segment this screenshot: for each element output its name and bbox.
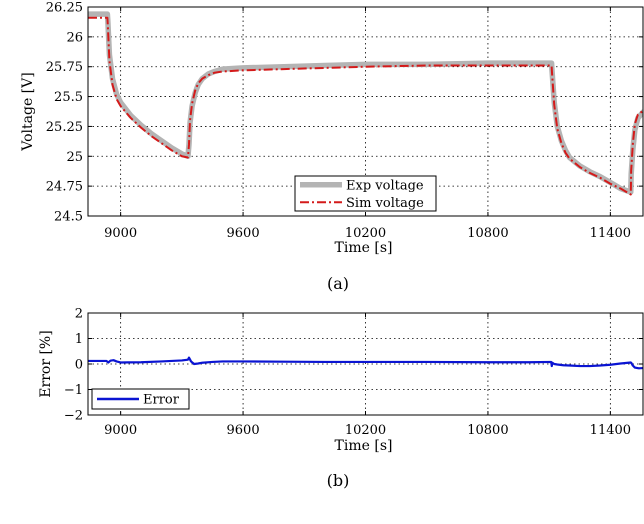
x-tick-label: 11400 [590, 423, 631, 438]
series-line-sim-voltage [88, 16, 643, 196]
y-axis-label: Error [%] [38, 330, 54, 397]
y-tick-label: 24.5 [54, 210, 83, 225]
x-tick-label: 10800 [467, 226, 508, 241]
y-axis-label: Voltage [V] [20, 72, 36, 151]
x-tick-label: 11400 [590, 226, 631, 241]
panel-b: 9000 9600 10200 10800 11400 −2 −1 0 1 2 Time [s] Er… [38, 307, 644, 490]
panel-a: 9000 9600 10200 10800 11400 24.5 24.75 25 25.25 2… [20, 1, 644, 293]
x-tick-label: 9600 [227, 423, 260, 438]
legend-label: Error [143, 393, 180, 408]
x-axis-label: Time [s] [335, 240, 393, 256]
y-tick-label: 1 [75, 332, 83, 347]
x-tick-label: 10200 [345, 423, 386, 438]
legend-box [91, 388, 190, 410]
legend: Error [91, 388, 190, 410]
legend-label: Sim voltage [346, 196, 424, 211]
x-tick-label: 10200 [345, 226, 386, 241]
x-tick-label: 9000 [104, 423, 137, 438]
y-tick-label: −1 [64, 383, 83, 398]
y-tick-label: −2 [64, 409, 83, 424]
y-tick-label: 25.5 [54, 90, 83, 105]
series-line-error [88, 356, 643, 370]
legend-box [294, 175, 437, 212]
series-line-exp-voltage [88, 11, 643, 195]
y-tick-label: 25.25 [46, 120, 83, 135]
y-tick-label: 24.75 [46, 180, 83, 195]
x-tick-label: 9000 [104, 226, 137, 241]
x-tick-label: 10800 [467, 423, 508, 438]
y-tick-label: 25.75 [46, 60, 83, 75]
y-tick-label: 26.25 [46, 1, 83, 16]
legend-label: Exp voltage [346, 178, 424, 193]
panel-caption: (b) [327, 471, 350, 490]
legend: Exp voltage Sim voltage [294, 175, 437, 212]
y-tick-label: 26 [66, 30, 83, 45]
y-tick-label: 0 [75, 358, 83, 373]
panel-caption: (a) [327, 274, 349, 293]
x-axis-label: Time [s] [335, 438, 393, 454]
y-tick-label: 25 [66, 150, 83, 165]
x-tick-label: 9600 [227, 226, 260, 241]
y-tick-label: 2 [75, 307, 83, 322]
